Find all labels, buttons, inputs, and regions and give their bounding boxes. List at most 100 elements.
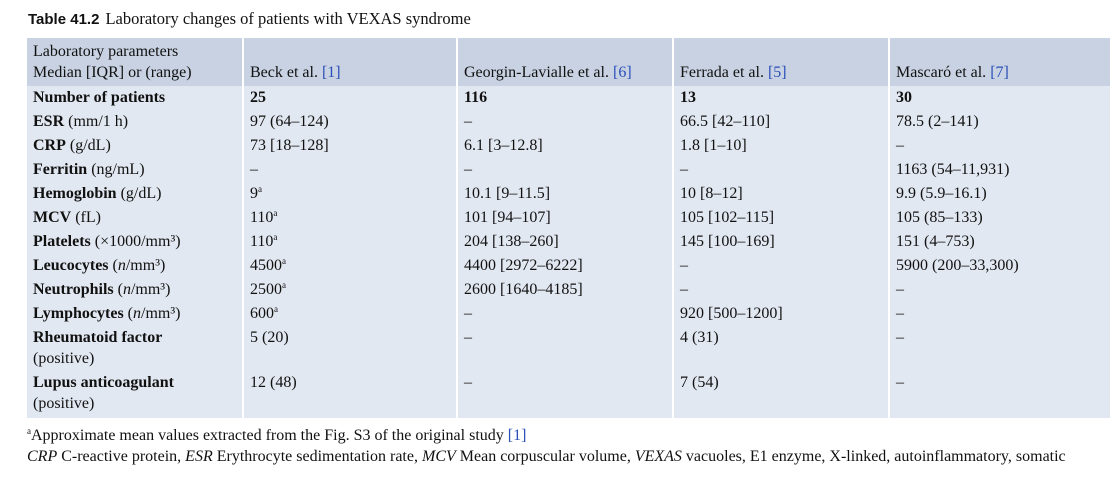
abbreviation-definition: Mean corpuscular volume, bbox=[455, 448, 635, 465]
footnote-line: aApproximate mean values extracted from … bbox=[27, 425, 1112, 446]
cell-text: – bbox=[464, 161, 472, 178]
value-cell: 4 (31) bbox=[672, 326, 889, 371]
value-cell: 2500a bbox=[242, 278, 457, 302]
abbreviation-line: CRP C-reactive protein, ESR Erythrocyte … bbox=[27, 446, 1112, 467]
value-cell: 7 (54) bbox=[672, 371, 889, 418]
parameter-name: Rheumatoid factor bbox=[33, 329, 163, 346]
unit-part: /mm³) bbox=[130, 281, 171, 298]
cell-text: 13 bbox=[680, 89, 696, 106]
value-cell: – bbox=[888, 134, 1110, 158]
value-cell: 4400 [2972–6222] bbox=[456, 254, 673, 278]
abbreviation: MCV bbox=[421, 448, 456, 465]
data-row: Leucocytes (n/mm³) 4500a 4400 [2972–6222] –… bbox=[27, 254, 1110, 278]
cell-text: 9.9 (5.9–16.1) bbox=[896, 185, 987, 202]
data-row: CRP (g/dL) 73 [18–128] 6.1 [3–12.8] 1.8 [1–… bbox=[27, 134, 1110, 158]
value-cell: – bbox=[888, 278, 1110, 302]
unit-italic: n bbox=[133, 305, 141, 322]
value-cell: 101 [94–107] bbox=[456, 206, 673, 230]
cell-text: 110 bbox=[250, 209, 274, 226]
header-line: Laboratory parameters bbox=[33, 43, 179, 60]
value-cell: 97 (64–124) bbox=[242, 110, 457, 134]
citation: [1] bbox=[507, 427, 527, 444]
value-cell: 116 bbox=[456, 86, 673, 110]
cell-text: – bbox=[896, 281, 904, 298]
header-cell: Laboratory parameters Median [IQR] or (ra… bbox=[27, 38, 243, 86]
parameter-name: Platelets bbox=[33, 233, 91, 250]
value-cell: 10.1 [9–11.5] bbox=[456, 182, 673, 206]
lab-table: Laboratory parameters Median [IQR] or (ra… bbox=[27, 38, 1110, 418]
cell-text: 600 bbox=[250, 305, 274, 322]
value-cell: – bbox=[456, 302, 673, 326]
footnote-mark: a bbox=[273, 232, 278, 242]
unit-italic: n bbox=[117, 257, 126, 274]
value-cell: 9a bbox=[242, 182, 457, 206]
value-cell: 5 (20) bbox=[242, 326, 457, 371]
value-cell: 105 [102–115] bbox=[672, 206, 889, 230]
cell-text: 9 bbox=[250, 185, 258, 202]
cell-text: 204 [138–260] bbox=[464, 233, 559, 250]
cell-text: 4400 [2972–6222] bbox=[464, 257, 583, 274]
value-cell: 13 bbox=[672, 86, 889, 110]
footnote-text: Approximate mean values extracted from t… bbox=[31, 427, 508, 444]
value-cell: 600a bbox=[242, 302, 457, 326]
citation: [5] bbox=[767, 64, 787, 81]
parameter-cell: Hemoglobin (g/dL) bbox=[27, 182, 243, 206]
cell-text: – bbox=[464, 305, 472, 322]
parameter-unit: (fL) bbox=[71, 209, 101, 226]
cell-text: 145 [100–169] bbox=[680, 233, 775, 250]
parameter-unit: (g/dL) bbox=[116, 185, 162, 202]
value-cell: 110a bbox=[242, 206, 457, 230]
caption-label: Table 41.2 bbox=[28, 11, 100, 28]
value-cell: 66.5 [42–110] bbox=[672, 110, 889, 134]
data-row: Rheumatoid factor (positive) 5 (20) – 4 (31)… bbox=[27, 326, 1110, 371]
cell-text: 97 (64–124) bbox=[250, 113, 329, 130]
data-row: Platelets (×1000/mm³) 110a 204 [138–260] 14… bbox=[27, 230, 1110, 254]
value-cell: 5900 (200–33,300) bbox=[888, 254, 1110, 278]
citation: [7] bbox=[990, 64, 1009, 81]
value-cell: 4500a bbox=[242, 254, 457, 278]
parameter-name: Ferritin bbox=[33, 161, 88, 178]
parameter-cell: ESR (mm/1 h) bbox=[27, 110, 243, 134]
parameter-cell: Leucocytes (n/mm³) bbox=[27, 254, 243, 278]
value-cell: 105 (85–133) bbox=[888, 206, 1110, 230]
abbreviation: VEXAS bbox=[634, 448, 682, 465]
parameter-name: CRP bbox=[33, 137, 66, 154]
header-text: Mascaró et al. bbox=[896, 64, 991, 81]
value-cell: – bbox=[242, 158, 457, 182]
parameter-unit: (ng/mL) bbox=[87, 161, 145, 178]
cell-text: – bbox=[680, 257, 688, 274]
unit-part: ( bbox=[113, 281, 123, 298]
parameter-cell: Rheumatoid factor (positive) bbox=[27, 326, 243, 371]
value-cell: 73 [18–128] bbox=[242, 134, 457, 158]
value-cell: 145 [100–169] bbox=[672, 230, 889, 254]
cell-text: 1163 (54–11,931) bbox=[896, 161, 1010, 178]
header-cell: Beck et al. [1] bbox=[242, 38, 457, 86]
footnotes: aApproximate mean values extracted from … bbox=[27, 425, 1112, 467]
parameter-note: (positive) bbox=[33, 350, 95, 367]
footnote-mark: a bbox=[273, 208, 278, 218]
cell-text: 7 (54) bbox=[680, 374, 719, 391]
value-cell: 78.5 (2–141) bbox=[888, 110, 1110, 134]
parameter-unit: (mm/1 h) bbox=[64, 113, 129, 130]
cell-text: 116 bbox=[464, 89, 488, 106]
value-cell: – bbox=[456, 371, 673, 418]
abbreviation-definition: Erythrocyte sedimentation rate, bbox=[212, 448, 422, 465]
abbreviation: CRP bbox=[27, 448, 58, 465]
cell-text: 25 bbox=[250, 89, 266, 106]
cell-text: 10.1 [9–11.5] bbox=[464, 185, 551, 202]
cell-text: – bbox=[680, 281, 688, 298]
cell-text: – bbox=[896, 305, 904, 322]
table-body: Laboratory parameters Median [IQR] or (ra… bbox=[27, 38, 1110, 418]
header-text: Georgin-Lavialle et al. bbox=[464, 64, 613, 81]
unit-part: /mm³) bbox=[141, 305, 181, 322]
parameter-cell: MCV (fL) bbox=[27, 206, 243, 230]
cell-text: 12 (48) bbox=[250, 374, 297, 391]
footnote-mark: a bbox=[282, 280, 286, 290]
data-row: Number of patients 25 116 13 30 bbox=[27, 86, 1110, 110]
abbreviation-definition: C-reactive protein, bbox=[57, 448, 186, 465]
value-cell: 25 bbox=[242, 86, 457, 110]
cell-text: 105 (85–133) bbox=[896, 209, 983, 226]
data-row: Hemoglobin (g/dL) 9a 10.1 [9–11.5] 10 [8–12… bbox=[27, 182, 1110, 206]
